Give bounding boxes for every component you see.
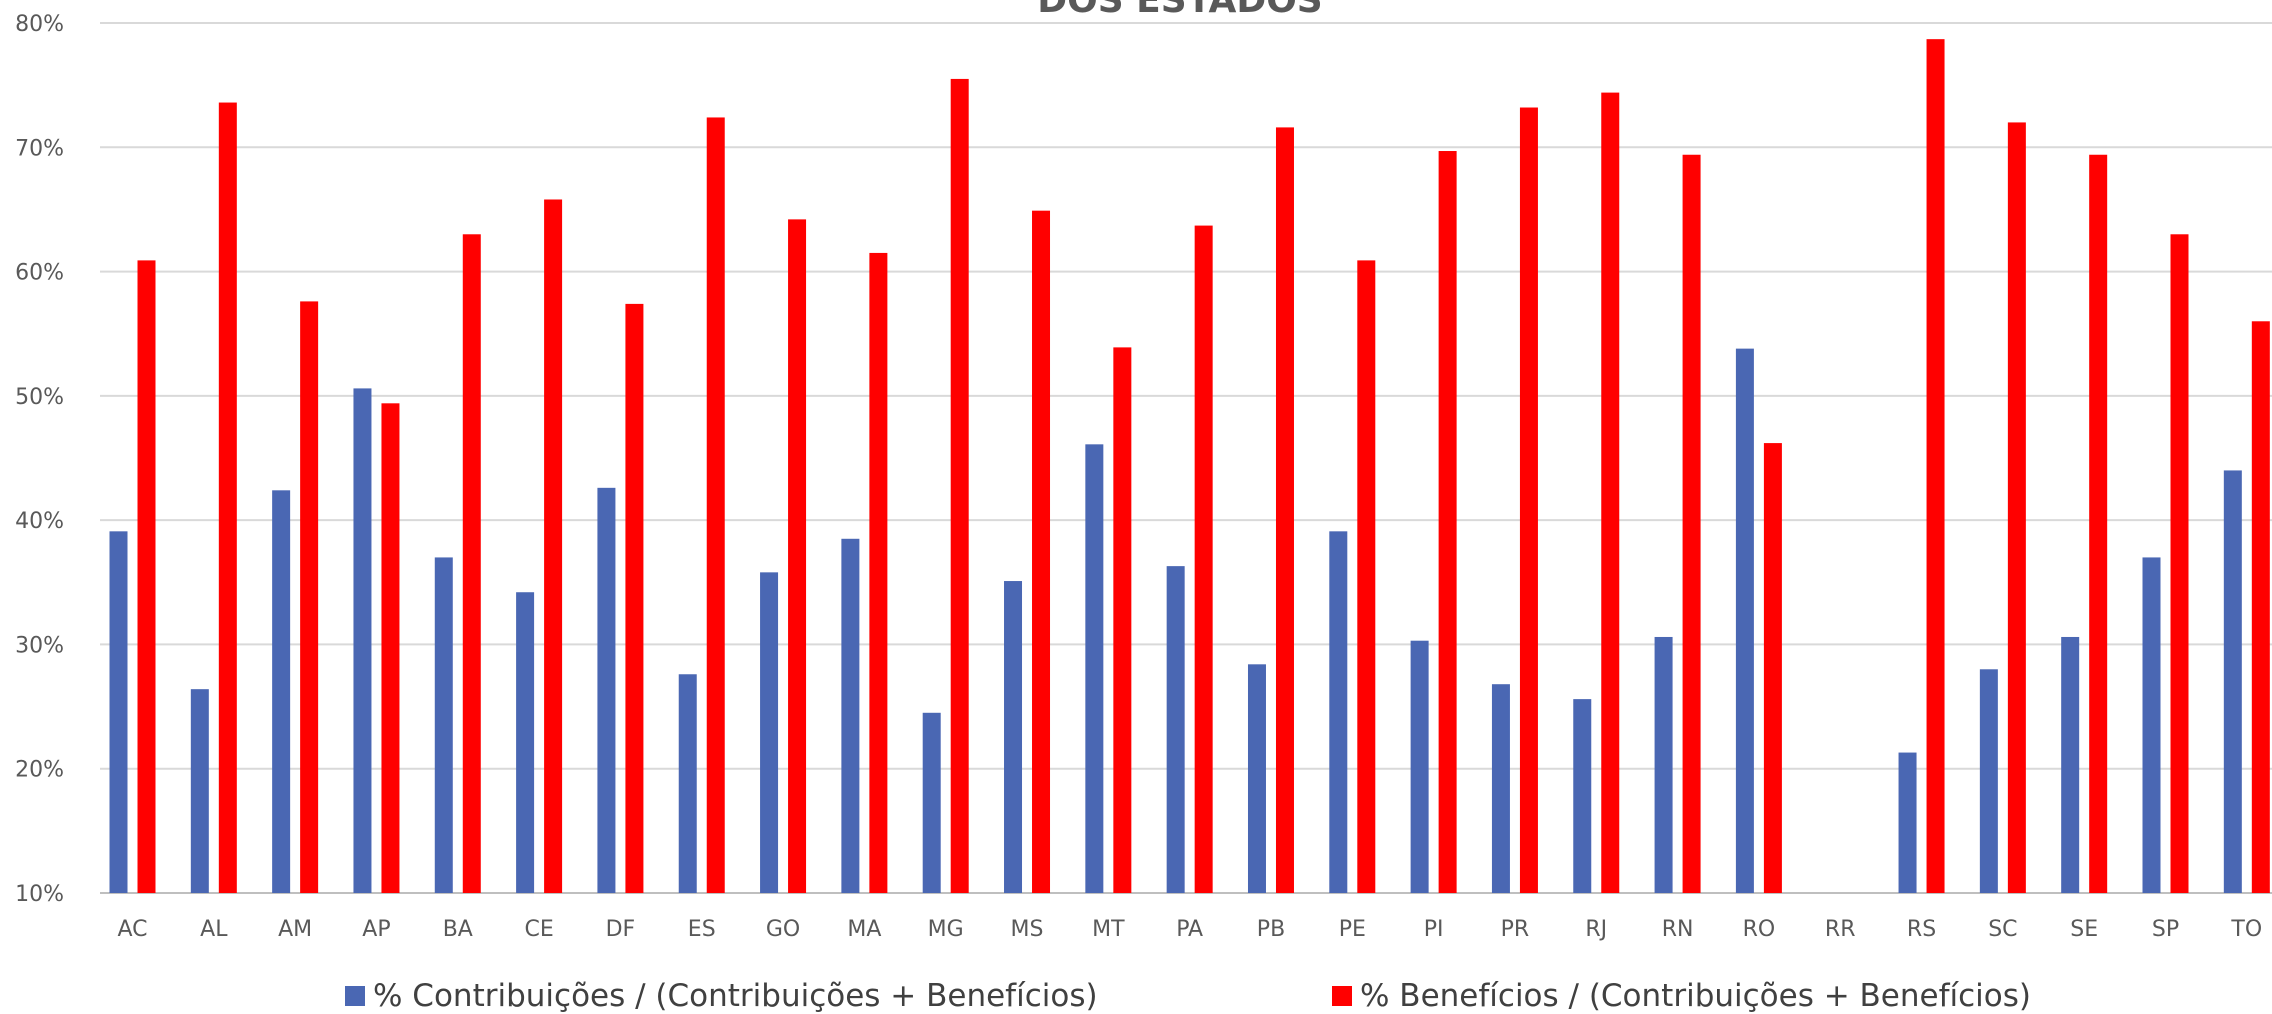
bar-contribuicoes-ac [109,531,128,893]
x-tick-label-df: DF [606,917,636,942]
bar-beneficios-pi [1438,151,1457,893]
bar-beneficios-al [218,102,237,894]
x-tick-label-ms: MS [1011,917,1044,942]
chart-title: DOS ESTADOS [1037,0,1323,21]
bar-beneficios-ac [137,260,156,893]
bar-contribuicoes-go [760,572,779,893]
bar-beneficios-ro [1763,443,1782,893]
bar-beneficios-se [2089,154,2108,893]
bar-contribuicoes-mg [922,712,941,893]
bar-beneficios-mt [1113,347,1132,893]
bar-contribuicoes-pb [1247,664,1266,893]
bar-contribuicoes-rn [1654,636,1673,893]
bar-contribuicoes-df [597,487,616,893]
y-tick-label: 30% [15,633,64,658]
x-tick-label-se: SE [2070,917,2098,942]
bar-beneficios-sp [2170,234,2189,894]
bar-contribuicoes-ap [353,388,372,893]
legend-label-beneficios: % Benefícios / (Contribuições + Benefíci… [1360,978,2031,1014]
bar-contribuicoes-am [272,490,291,893]
bar-beneficios-es [706,117,725,893]
x-tick-label-pi: PI [1424,917,1444,942]
bar-beneficios-mg [950,78,969,893]
bar-beneficios-rn [1682,154,1701,893]
bar-beneficios-pb [1275,127,1294,893]
legend-swatch-contribuicoes [345,986,365,1006]
bar-beneficios-sc [2007,122,2026,893]
bar-beneficios-to [2251,321,2270,893]
x-tick-label-to: TO [2230,917,2262,942]
bar-beneficios-pe [1357,260,1376,893]
bar-contribuicoes-ce [516,592,535,893]
bar-contribuicoes-sp [2142,557,2161,893]
bar-beneficios-ce [544,199,563,893]
x-tick-label-sp: SP [2152,917,2179,942]
y-tick-label: 20% [15,758,64,783]
x-tick-label-am: AM [278,917,312,942]
x-tick-label-ac: AC [117,917,147,942]
bar-contribuicoes-ma [841,538,860,893]
bar-contribuicoes-ba [434,557,453,893]
bar-contribuicoes-pi [1410,640,1429,893]
x-tick-label-rr: RR [1825,917,1856,942]
y-tick-label: 40% [15,509,64,534]
x-tick-label-ba: BA [443,917,473,942]
bar-beneficios-ma [869,252,888,893]
x-tick-label-rj: RJ [1585,917,1607,942]
bar-beneficios-ap [381,403,400,893]
x-tick-label-ap: AP [362,917,390,942]
bar-beneficios-go [788,219,807,893]
y-tick-label: 50% [15,385,64,410]
bar-beneficios-rs [1926,39,1945,893]
bar-contribuicoes-rs [1898,752,1917,893]
bar-beneficios-pa [1194,225,1213,894]
bar-beneficios-rj [1601,92,1620,894]
bar-contribuicoes-pr [1491,684,1510,893]
legend-item-beneficios: % Benefícios / (Contribuições + Benefíci… [1332,978,2031,1014]
x-axis-category-labels: AC AL AM AP BA CE DF ES GO MA MG MS MT PA PB PE PI PR RJ RN… [117,917,2262,942]
legend-label-contribuicoes: % Contribuições / (Contribuições + Benef… [373,978,1098,1014]
bar-contribuicoes-sc [1979,669,1998,893]
x-tick-label-pb: PB [1257,917,1285,942]
y-tick-label: 70% [15,136,64,161]
y-tick-label: 60% [15,261,64,286]
gridlines [100,22,2272,894]
bar-contribuicoes-al [190,689,209,893]
legend-swatch-beneficios [1332,986,1352,1006]
y-tick-label: 80% [15,12,64,37]
bar-contribuicoes-ms [1004,581,1023,893]
x-tick-label-sc: SC [1988,917,2017,942]
bar-contribuicoes-se [2061,636,2080,893]
bar-contribuicoes-pe [1329,531,1348,893]
x-tick-label-go: GO [766,917,800,942]
x-tick-label-mg: MG [928,917,964,942]
x-tick-label-ro: RO [1743,917,1776,942]
x-tick-label-ce: CE [524,917,553,942]
bar-contribuicoes-ro [1735,348,1754,894]
bar-contribuicoes-to [2223,470,2242,893]
y-tick-label: 10% [15,882,64,907]
x-tick-label-rn: RN [1662,917,1694,942]
x-tick-label-pe: PE [1339,917,1366,942]
bar-contribuicoes-pa [1166,566,1185,893]
bars [109,39,2270,894]
bar-beneficios-ba [462,234,481,894]
bar-beneficios-df [625,303,644,893]
x-tick-label-mt: MT [1092,917,1125,942]
y-axis-tick-labels: 10% 20% 30% 40% 50% 60% 70% 80% [15,12,64,907]
x-tick-label-pr: PR [1501,917,1530,942]
bar-contribuicoes-rj [1573,699,1592,893]
bar-beneficios-pr [1519,107,1538,893]
legend-item-contribuicoes: % Contribuições / (Contribuições + Benef… [345,978,1098,1014]
bar-contribuicoes-es [678,674,697,893]
x-tick-label-ma: MA [847,917,881,942]
bar-contribuicoes-mt [1085,444,1104,893]
x-tick-label-es: ES [688,917,716,942]
x-tick-label-rs: RS [1907,917,1936,942]
bar-beneficios-ms [1032,210,1051,893]
x-tick-label-al: AL [200,917,228,942]
bar-beneficios-am [300,301,319,893]
x-tick-label-pa: PA [1176,917,1203,942]
